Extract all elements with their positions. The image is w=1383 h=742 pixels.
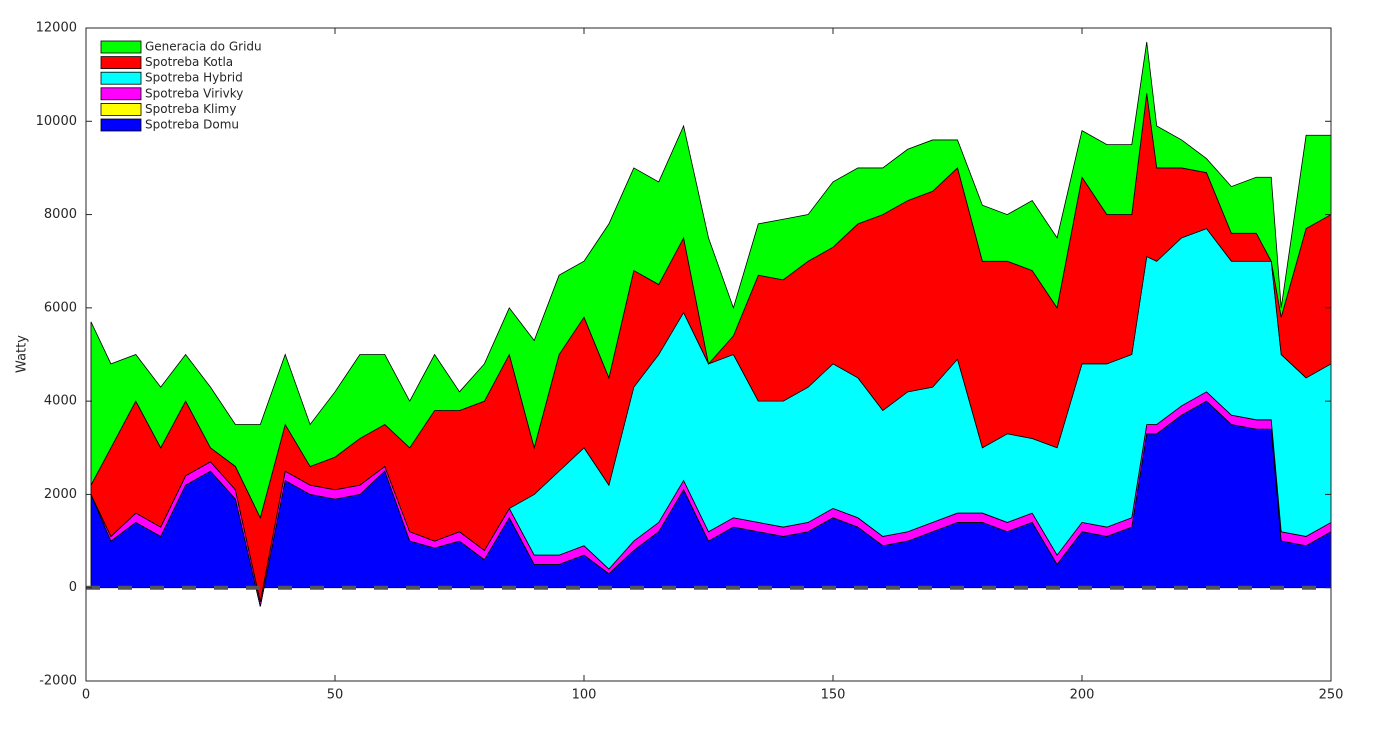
- x-tick-label: 150: [821, 688, 846, 703]
- y-tick-label: 6000: [44, 300, 77, 315]
- y-tick-label: 4000: [44, 394, 77, 409]
- y-tick-label: -2000: [39, 674, 77, 689]
- legend-swatch: [100, 103, 142, 116]
- legend-swatch: [100, 56, 142, 69]
- legend-label: Spotreba Klimy: [145, 102, 236, 116]
- x-tick-label: 50: [327, 688, 344, 703]
- x-tick-label: 250: [1319, 688, 1344, 703]
- y-tick-label: 0: [69, 580, 77, 595]
- legend-swatch: [100, 118, 142, 132]
- legend-swatch: [100, 71, 142, 85]
- legend-label: Spotreba Domu: [145, 118, 239, 132]
- y-tick-label: 10000: [36, 114, 77, 129]
- legend-swatch: [100, 87, 142, 101]
- y-tick-label: 12000: [36, 21, 77, 36]
- legend-label: Spotreba Virivky: [145, 86, 243, 100]
- legend-label: Generacia do Gridu: [145, 40, 262, 54]
- legend-swatch: [100, 40, 142, 54]
- legend-label: Spotreba Kotla: [145, 55, 233, 69]
- plot-frame: [85, 27, 1332, 682]
- y-axis-label: Watty: [15, 335, 30, 373]
- x-tick-label: 100: [572, 688, 597, 703]
- x-tick-label: 200: [1070, 688, 1095, 703]
- y-tick-label: 8000: [44, 207, 77, 222]
- x-tick-label: 0: [82, 688, 90, 703]
- y-tick-label: 2000: [44, 487, 77, 502]
- legend-label: Spotreba Hybrid: [145, 71, 243, 85]
